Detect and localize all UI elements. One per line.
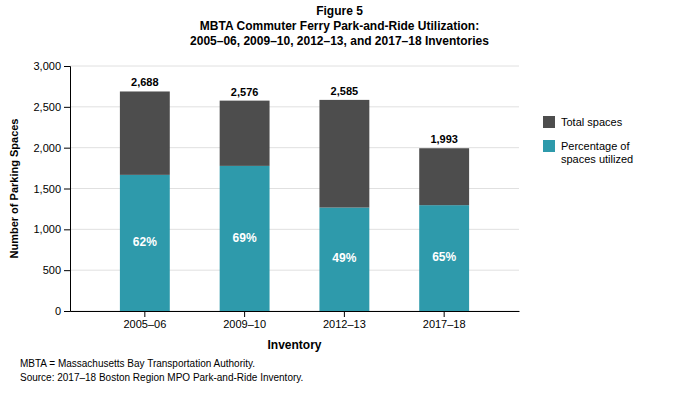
y-tick-label: 3,000 (33, 60, 61, 72)
x-tick-label: 2012–13 (323, 318, 366, 330)
grid-line (70, 66, 519, 67)
y-tick: 3,000 (33, 60, 70, 72)
y-tick: 2,500 (33, 101, 70, 113)
bar-series (120, 166, 469, 311)
y-tick: 1,500 (33, 183, 70, 195)
y-tick-label: 2,500 (33, 101, 61, 113)
total-label: 2,576 (231, 86, 259, 98)
labels: 62% 69% 49% 65% 2,688 2,576 2,585 1,993 (131, 76, 458, 265)
y-tick-label: 0 (55, 305, 61, 317)
x-tick: 2012–13 (323, 311, 366, 330)
y-tick-mark (64, 270, 70, 271)
title: Figure 5MBTA Commuter Ferry Park-and-Rid… (190, 4, 489, 48)
total-label: 2,688 (131, 76, 159, 88)
y-tick-mark (64, 148, 70, 149)
title-line: 2005–06, 2009–10, 2012–13, and 2017–18 I… (190, 34, 489, 48)
bar (419, 148, 469, 205)
bars (120, 91, 469, 311)
grid (70, 66, 519, 311)
bar (319, 208, 369, 311)
legend-label: Percentage ofspaces utilized (561, 140, 633, 165)
y-axis-title: Number of Parking Spaces (8, 119, 20, 259)
x-tick-mark (344, 311, 345, 317)
legend-item: Total spaces (543, 116, 623, 128)
legend-label-line: Percentage of (561, 140, 630, 152)
bar (319, 100, 369, 208)
y-tick: 1,000 (33, 223, 70, 235)
annotation: 65% (432, 250, 456, 264)
y-axis: 0 500 1,000 1,500 2,000 2,500 3,000 (33, 60, 70, 317)
chart: Figure 5MBTA Commuter Ferry Park-and-Rid… (0, 0, 679, 397)
bar-series (120, 91, 469, 207)
y-tick-mark (64, 107, 70, 108)
x-tick: 2009–10 (223, 311, 266, 330)
bar (419, 205, 469, 311)
y-tick-mark (64, 189, 70, 190)
total-label: 2,585 (331, 85, 359, 97)
footnote: Source: 2017–18 Boston Region MPO Park-a… (20, 372, 303, 383)
title-line: Figure 5 (316, 4, 363, 18)
x-tick-label: 2017–18 (423, 318, 466, 330)
y-tick: 0 (55, 305, 70, 317)
legend-label-line: Total spaces (561, 116, 623, 128)
y-tick-label: 2,000 (33, 142, 61, 154)
legend-label: Total spaces (561, 116, 623, 128)
y-axis-line (64, 67, 71, 312)
x-axis: 2005–06 2009–10 2012–13 2017–18 (71, 311, 520, 330)
y-tick-label: 1,000 (33, 223, 61, 235)
y-tick-mark (64, 229, 70, 230)
bar (120, 91, 170, 174)
x-tick: 2005–06 (123, 311, 166, 330)
y-tick-mark (64, 311, 70, 312)
legend-item: Percentage ofspaces utilized (543, 140, 633, 165)
legend: Total spaces Percentage ofspaces utilized (543, 116, 633, 165)
footnote: MBTA = Massachusetts Bay Transportation … (20, 358, 255, 369)
legend-label-line: spaces utilized (561, 153, 633, 165)
legend-swatch (543, 140, 555, 152)
y-tick-label: 1,500 (33, 183, 61, 195)
y-tick: 500 (43, 264, 70, 276)
title-line: MBTA Commuter Ferry Park-and-Ride Utiliz… (200, 19, 479, 33)
x-tick: 2017–18 (423, 311, 466, 330)
y-tick: 2,000 (33, 142, 70, 154)
bar (220, 166, 270, 311)
x-axis-line (71, 311, 520, 312)
x-tick-label: 2005–06 (123, 318, 166, 330)
plot: 0 500 1,000 1,500 2,000 2,500 3,000 2005–06 2009… (8, 60, 520, 352)
bar (120, 175, 170, 311)
legend-swatch (543, 116, 555, 128)
annotation: 49% (332, 251, 356, 265)
bar (220, 101, 270, 166)
x-axis-title: Inventory (267, 338, 321, 352)
total-label: 1,993 (430, 133, 458, 145)
x-tick-label: 2009–10 (223, 318, 266, 330)
annotation: 69% (233, 231, 257, 245)
y-tick-label: 500 (43, 264, 61, 276)
x-tick-mark (244, 311, 245, 317)
y-tick-mark (64, 66, 70, 67)
x-tick-mark (144, 311, 145, 317)
annotation: 62% (133, 235, 157, 249)
x-tick-mark (444, 311, 445, 317)
